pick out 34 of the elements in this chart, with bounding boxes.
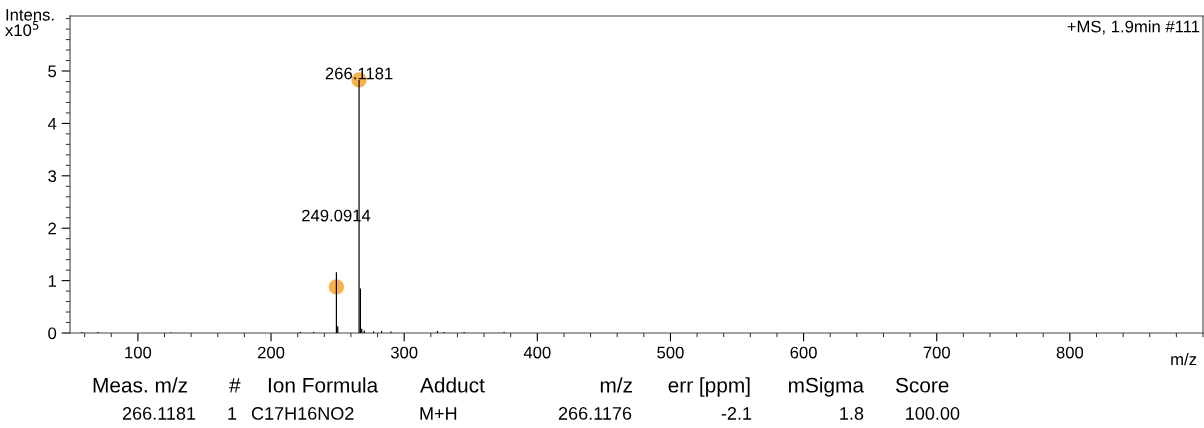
- text: m/z: [600, 377, 632, 393]
- text: Adduct: [420, 377, 485, 393]
- annotation: +MS, 1.9min #111: [1067, 20, 1200, 35]
- text: C17H16NO2: [251, 407, 354, 420]
- text: M+H: [420, 407, 457, 420]
- x-tick-label: 300: [390, 346, 418, 359]
- y-axis-title: Intens. x10$^{5}$: [5, 9, 54, 37]
- annotation: 266.1181: [325, 67, 393, 80]
- text: 1.8: [840, 407, 864, 420]
- text: Meas. m/z: [93, 377, 188, 393]
- text: #: [229, 378, 241, 393]
- y-tick-label: 2: [48, 222, 56, 235]
- x-tick-label: 400: [523, 346, 551, 359]
- x-axis-title: m/z: [1171, 353, 1197, 366]
- y-tick-label: 1: [48, 275, 56, 287]
- text: Ion Formula: [268, 377, 379, 393]
- text: mSigma: [788, 377, 864, 397]
- text: 266.1176: [558, 407, 632, 420]
- text: err [ppm]: [668, 377, 750, 397]
- y-tick-label: 0: [48, 327, 57, 340]
- text: Score: [895, 377, 949, 393]
- x-tick-label: 500: [657, 346, 684, 359]
- text: 1: [228, 407, 237, 420]
- text: 266.1181: [122, 407, 196, 420]
- x-tick-label: 600: [790, 346, 817, 359]
- y-tick-label: 3: [48, 170, 57, 183]
- y-tick-label: 5: [48, 65, 57, 78]
- x-tick-label: 100: [125, 346, 152, 359]
- text: -2.1: [721, 407, 752, 420]
- text: 100.00: [906, 407, 960, 420]
- y-tick-label: 4: [47, 117, 57, 130]
- x-tick-label: 700: [923, 346, 950, 359]
- x-tick-label: 800: [1056, 346, 1084, 359]
- x-tick-label: 200: [257, 346, 285, 359]
